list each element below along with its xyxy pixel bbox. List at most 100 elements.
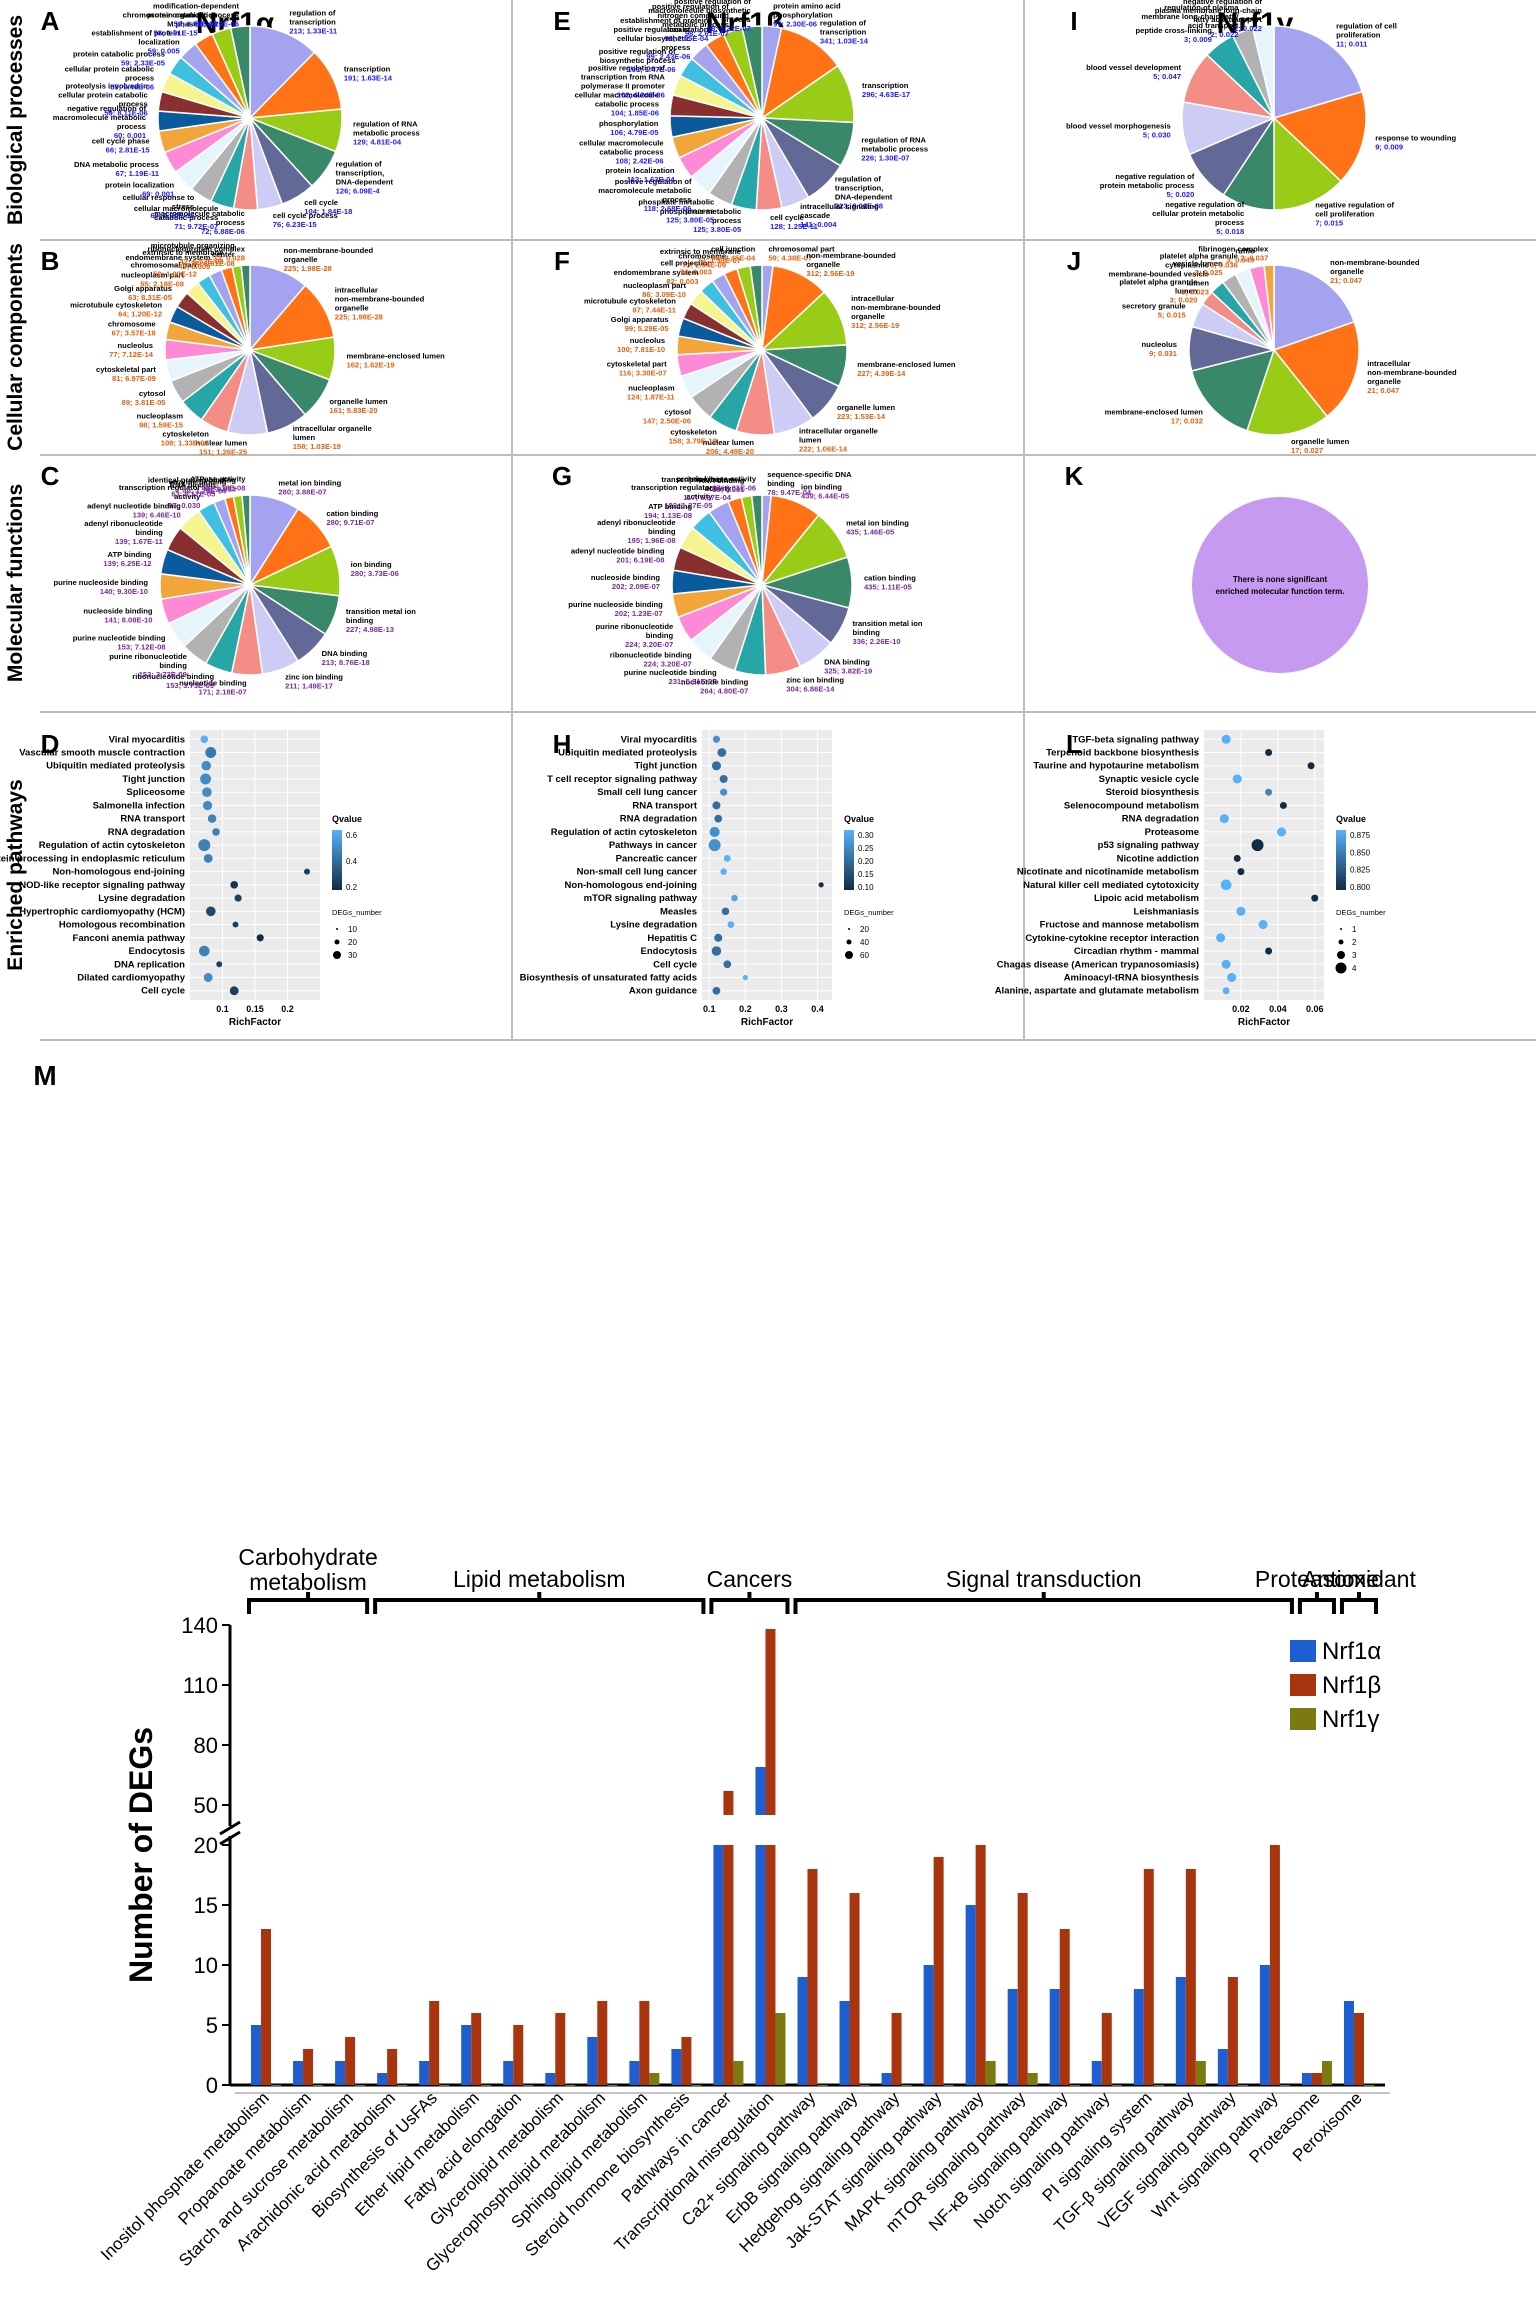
pathway-dot <box>229 986 239 996</box>
bar <box>1363 2085 1374 2086</box>
pie-slice <box>760 27 839 120</box>
pie-label-value: 58; 4.29E-06 <box>195 20 239 29</box>
size-legend-tick: 3 <box>1352 951 1357 960</box>
pie-label-name: intracellular organelle <box>293 424 372 433</box>
pie-label-name: binding <box>135 528 163 537</box>
y-tick-label: 15 <box>194 1893 218 1918</box>
pie-label-value: 139; 1.67E-11 <box>115 537 163 546</box>
pathway-term: Homologous recombination <box>59 920 185 931</box>
pie-label-value: 42; 5.52E-05 <box>180 257 225 266</box>
pie-label-name: DNA-dependent <box>336 177 394 186</box>
pathway-term: Lysine degradation <box>98 893 185 904</box>
bar <box>1301 2073 1312 2085</box>
pie-label-name: organelle <box>335 303 369 312</box>
pathway-term: Endocytosis <box>641 946 698 957</box>
pie-label-value: 195; 1.96E-08 <box>627 536 675 545</box>
pie-label-name: process <box>125 74 154 83</box>
bar <box>387 2049 398 2085</box>
pie-label-name: purine nucleotide binding <box>73 634 166 643</box>
pie-label-value: 225; 1.98E-28 <box>284 264 332 273</box>
bar <box>503 2061 514 2085</box>
bar <box>303 2049 314 2085</box>
pathway-dot <box>714 933 723 942</box>
pie-label-name: intracellular organelle <box>799 427 878 436</box>
pie-label-value: 147; 2.50E-06 <box>643 417 691 426</box>
pie-label-name: process <box>662 195 691 204</box>
pie-label-value: 55; 2.18E-08 <box>140 279 184 288</box>
pie-label-value: 139; 6.46E-10 <box>133 511 181 520</box>
pie-label-name: process <box>1215 218 1244 227</box>
size-legend-tick: 60 <box>860 951 869 960</box>
pie-label-name: membrane-enclosed lumen <box>1105 408 1204 417</box>
pie-label-value: 227; 4.98E-13 <box>346 625 394 634</box>
pie-label-value: 59; 8.11E-06 <box>104 109 148 118</box>
y-tick-label: 80 <box>194 1733 218 1758</box>
pie-label-value: 58; 1.91E-15 <box>154 29 199 38</box>
pie-label-value: 182; 1.27E-05 <box>664 501 713 510</box>
bar <box>1069 2085 1080 2086</box>
pie-label-value: 44; 5.18E-08 <box>202 484 246 493</box>
pie-label-name: non-membrane-bounded <box>335 294 425 303</box>
pathway-term: Small cell lung cancer <box>597 787 697 798</box>
pie-label-value: 108; 1.33E-09 <box>161 438 209 447</box>
pie-label-name: protein kinase activity <box>676 475 757 484</box>
pie-label-value: 125; 3.80E-05 <box>693 225 742 234</box>
pie-label-value: 87; 7.44E-11 <box>632 306 676 315</box>
pie-label-name: metabolic process <box>861 145 928 154</box>
bar <box>545 2073 556 2085</box>
pie-label-value: 118; 2.68E-06 <box>644 204 692 213</box>
pie-label-value: 71; 9.72E-07 <box>174 222 218 231</box>
pie-label-name: adenyl nucleotide binding <box>571 546 665 555</box>
pie-label-name: cellular macromolecule <box>575 91 659 100</box>
x-tick: 0.2 <box>281 1004 294 1014</box>
pie-label: establishment of proteinlocalization59; … <box>92 28 181 55</box>
group-label: Antioxidant <box>1302 1566 1416 1592</box>
pie-label-value: 48; 0.013 <box>204 484 236 493</box>
panel-letter: B <box>41 246 60 276</box>
pie-label-value: 223; 1.53E-14 <box>837 412 886 421</box>
pathway-term: Pathways in cancer <box>609 840 697 851</box>
pie-label-value: 2; 0.022 <box>1234 24 1262 33</box>
pie-label-name: transcription <box>344 65 391 74</box>
pathway-dot <box>1265 749 1273 756</box>
pie-label-name: binding <box>767 479 795 488</box>
size-legend-dot <box>1338 939 1344 945</box>
pie-label-name: ATP binding <box>108 550 152 559</box>
pathway-dot <box>1251 839 1264 852</box>
group-bracket <box>247 1598 370 1614</box>
pie-label-value: 100; 7.81E-10 <box>617 345 665 354</box>
pie-label-value: 117; 6.87E-04 <box>683 493 731 502</box>
pie-label-value: 49; 1.28E-04 <box>182 486 227 495</box>
pathway-term: Natural killer cell mediated cytotoxicit… <box>1023 880 1200 891</box>
bar <box>859 2085 870 2086</box>
pie-label-name: intracellular signaling <box>800 202 879 211</box>
color-bar <box>1336 830 1346 890</box>
pie-label-value: 226; 1.30E-07 <box>861 154 909 163</box>
pie-label-name: platelet alpha granule <box>1119 277 1197 286</box>
pie-label-value: 87; 9.01E-06 <box>712 484 756 493</box>
pie-slice <box>1190 348 1276 432</box>
bar <box>419 2061 430 2085</box>
